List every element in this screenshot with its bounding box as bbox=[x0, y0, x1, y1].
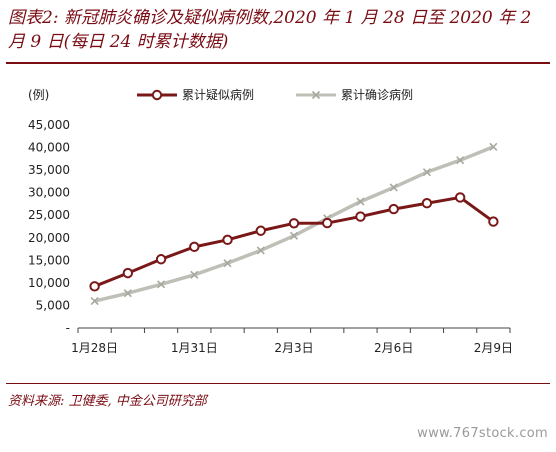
data-point-confirmed bbox=[289, 231, 299, 240]
data-point-suspected bbox=[255, 225, 266, 236]
y-tick-label: 25,000 bbox=[28, 208, 70, 222]
series-group bbox=[89, 142, 499, 306]
legend-item-confirmed: 累计确诊病例 bbox=[296, 87, 413, 102]
y-tick-label: 20,000 bbox=[28, 231, 70, 245]
source-note: 资料来源: 卫健委, 中金公司研究部 bbox=[8, 394, 207, 409]
x-tick-label: 1月28日 bbox=[71, 341, 118, 355]
data-point-suspected bbox=[189, 241, 200, 253]
data-point-confirmed bbox=[256, 246, 265, 255]
data-point-confirmed bbox=[356, 197, 365, 206]
series-line-suspected bbox=[94, 195, 495, 288]
data-point-suspected bbox=[355, 211, 366, 222]
x-axis: 1月28日 1月31日 2月3日 2月6日 2月9日 bbox=[71, 327, 513, 355]
data-point-confirmed bbox=[157, 280, 166, 289]
x-marker-stroke bbox=[190, 270, 199, 279]
x-marker-stroke bbox=[422, 168, 431, 177]
legend-marker bbox=[311, 90, 321, 100]
x-marker-stroke bbox=[389, 183, 398, 192]
data-point-suspected bbox=[222, 234, 233, 246]
y-tick-label: - bbox=[66, 321, 70, 335]
legend-label: 累计疑似病例 bbox=[182, 87, 254, 102]
watermark: www.767stock.com bbox=[417, 426, 548, 441]
data-point-suspected bbox=[122, 267, 134, 279]
data-point-suspected bbox=[421, 198, 433, 209]
data-point-confirmed bbox=[90, 296, 99, 306]
data-point-suspected bbox=[89, 281, 100, 292]
x-marker-stroke bbox=[456, 156, 465, 165]
y-tick-label: 30,000 bbox=[28, 186, 70, 200]
data-point-suspected bbox=[288, 218, 300, 229]
chart-title: 图表2: 新冠肺炎确诊及疑似病例数,2020 年 1 月 28 日至 2020 … bbox=[8, 8, 532, 52]
footer-divider bbox=[6, 383, 550, 384]
x-marker-stroke bbox=[489, 142, 498, 151]
y-axis-label: (例) bbox=[28, 88, 49, 102]
data-point-confirmed bbox=[456, 156, 465, 165]
data-point-confirmed bbox=[223, 259, 232, 268]
x-marker-stroke bbox=[256, 246, 265, 255]
y-tick-label: 35,000 bbox=[28, 163, 70, 177]
x-marker-stroke bbox=[123, 289, 132, 298]
data-point-confirmed bbox=[422, 168, 431, 177]
x-tick-label: 2月6日 bbox=[374, 341, 413, 355]
x-tick-label: 2月9日 bbox=[474, 341, 513, 355]
title-divider bbox=[6, 62, 550, 64]
y-axis: - 5,000 10,000 15,000 20,000 25,000 30,000 35,0… bbox=[28, 118, 70, 335]
y-tick-label: 15,000 bbox=[28, 253, 70, 267]
data-point-suspected bbox=[454, 192, 466, 203]
legend-marker bbox=[151, 89, 163, 101]
data-point-confirmed bbox=[190, 270, 199, 279]
line-chart: (例) 累计疑似病例 累计确诊病例 - 5,000 10,000 15,000 20,00… bbox=[28, 87, 513, 355]
data-point-suspected bbox=[155, 254, 167, 265]
x-marker-stroke bbox=[157, 280, 166, 289]
legend-label: 累计确诊病例 bbox=[341, 87, 413, 102]
data-point-suspected bbox=[388, 203, 399, 215]
x-marker-stroke bbox=[356, 197, 365, 206]
x-tick-label: 2月3日 bbox=[274, 341, 313, 355]
x-tick-label: 1月31日 bbox=[171, 341, 218, 355]
data-point-suspected bbox=[488, 216, 499, 227]
y-tick-label: 45,000 bbox=[28, 118, 70, 132]
data-point-confirmed bbox=[123, 289, 132, 298]
x-marker-stroke bbox=[90, 296, 99, 306]
y-tick-label: 5,000 bbox=[36, 298, 70, 312]
data-point-confirmed bbox=[389, 183, 398, 192]
data-point-confirmed bbox=[489, 142, 498, 151]
chart-legend: 累计疑似病例 累计确诊病例 bbox=[137, 87, 413, 102]
x-marker-stroke bbox=[289, 231, 299, 240]
data-point-suspected bbox=[322, 217, 333, 229]
y-tick-label: 40,000 bbox=[28, 141, 70, 155]
y-tick-label: 10,000 bbox=[28, 276, 70, 290]
x-marker-stroke bbox=[223, 259, 232, 268]
legend-item-suspected: 累计疑似病例 bbox=[137, 87, 254, 102]
